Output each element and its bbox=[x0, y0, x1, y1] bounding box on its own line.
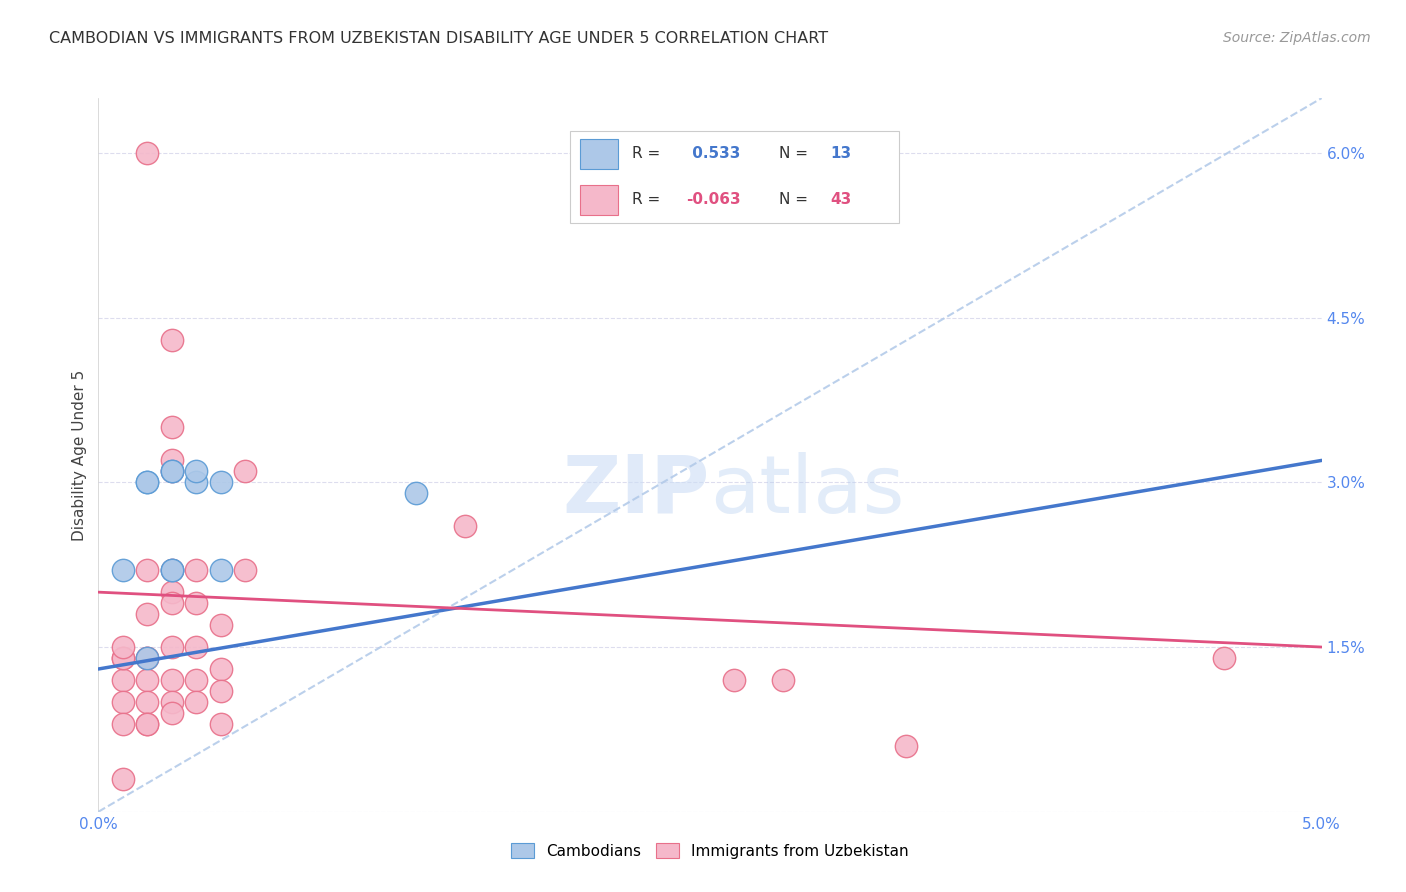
Point bbox=[186, 596, 208, 610]
Text: Source: ZipAtlas.com: Source: ZipAtlas.com bbox=[1223, 31, 1371, 45]
FancyBboxPatch shape bbox=[569, 130, 898, 223]
Point bbox=[136, 717, 159, 731]
Point bbox=[136, 475, 159, 490]
Point bbox=[160, 563, 183, 577]
Point bbox=[136, 651, 159, 665]
Point bbox=[160, 420, 183, 434]
Point bbox=[160, 695, 183, 709]
Point bbox=[209, 475, 232, 490]
Point bbox=[160, 563, 183, 577]
Point bbox=[160, 640, 183, 654]
Point bbox=[160, 596, 183, 610]
Point bbox=[160, 563, 183, 577]
Point bbox=[186, 695, 208, 709]
Point bbox=[160, 706, 183, 720]
Point bbox=[186, 464, 208, 478]
Point bbox=[160, 673, 183, 687]
Point bbox=[111, 640, 134, 654]
Point bbox=[160, 464, 183, 478]
Point bbox=[136, 651, 159, 665]
Point bbox=[454, 519, 477, 533]
Text: 43: 43 bbox=[831, 192, 852, 207]
Point bbox=[209, 662, 232, 676]
Point bbox=[111, 717, 134, 731]
Text: 0.533: 0.533 bbox=[686, 146, 740, 161]
Point bbox=[136, 717, 159, 731]
Point bbox=[160, 464, 183, 478]
Text: N =: N = bbox=[779, 192, 808, 207]
Point bbox=[405, 486, 427, 500]
Point bbox=[111, 772, 134, 786]
Point bbox=[111, 651, 134, 665]
Point bbox=[233, 464, 256, 478]
Text: 13: 13 bbox=[831, 146, 852, 161]
Point bbox=[772, 673, 794, 687]
Text: -0.063: -0.063 bbox=[686, 192, 741, 207]
Text: N =: N = bbox=[779, 146, 808, 161]
Point bbox=[1212, 651, 1234, 665]
Point bbox=[723, 673, 745, 687]
Bar bbox=[581, 138, 619, 169]
Point bbox=[186, 475, 208, 490]
Point bbox=[111, 563, 134, 577]
Point bbox=[209, 684, 232, 698]
Text: R =: R = bbox=[631, 146, 659, 161]
Point bbox=[186, 673, 208, 687]
Point bbox=[136, 475, 159, 490]
Point bbox=[160, 453, 183, 467]
Text: R =: R = bbox=[631, 192, 659, 207]
Point bbox=[160, 585, 183, 599]
Point bbox=[136, 563, 159, 577]
Point bbox=[209, 618, 232, 632]
Text: atlas: atlas bbox=[710, 451, 904, 530]
Point bbox=[111, 695, 134, 709]
Point bbox=[111, 673, 134, 687]
Point bbox=[186, 640, 208, 654]
Legend: Cambodians, Immigrants from Uzbekistan: Cambodians, Immigrants from Uzbekistan bbox=[505, 837, 915, 864]
Y-axis label: Disability Age Under 5: Disability Age Under 5 bbox=[72, 369, 87, 541]
Point bbox=[136, 673, 159, 687]
Point bbox=[136, 607, 159, 621]
Point bbox=[186, 563, 208, 577]
Point bbox=[136, 695, 159, 709]
Point bbox=[209, 717, 232, 731]
Bar bbox=[581, 185, 619, 215]
Point bbox=[160, 464, 183, 478]
Text: CAMBODIAN VS IMMIGRANTS FROM UZBEKISTAN DISABILITY AGE UNDER 5 CORRELATION CHART: CAMBODIAN VS IMMIGRANTS FROM UZBEKISTAN … bbox=[49, 31, 828, 46]
Point bbox=[160, 333, 183, 347]
Point bbox=[111, 651, 134, 665]
Point bbox=[233, 563, 256, 577]
Text: ZIP: ZIP bbox=[562, 451, 710, 530]
Point bbox=[894, 739, 917, 753]
Point bbox=[209, 563, 232, 577]
Point bbox=[136, 146, 159, 161]
Point bbox=[136, 651, 159, 665]
